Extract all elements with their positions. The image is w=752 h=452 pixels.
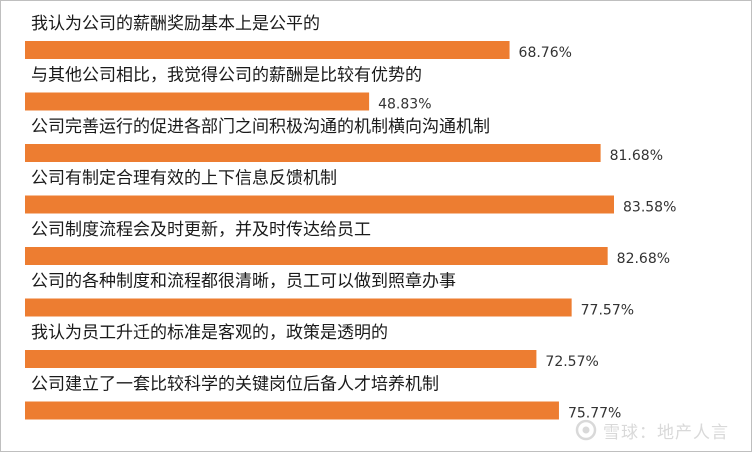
bar: [25, 144, 601, 162]
data-label: 48.83%: [378, 97, 431, 113]
category-label: 公司的各种制度和流程都很清晰，员工可以做到照章办事: [31, 272, 456, 292]
bar: [25, 92, 370, 111]
category-label: 公司有制定合理有效的上下信息反馈机制: [31, 169, 337, 189]
category-label: 公司完善运行的促进各部门之间积极沟通的机制横向沟通机制: [31, 117, 490, 137]
bar: [25, 247, 608, 265]
bar: [25, 298, 572, 317]
bar: [25, 195, 614, 214]
data-label: 77.57%: [581, 303, 634, 319]
category-label: 与其他公司相比，我觉得公司的薪酬是比较有优势的: [31, 66, 422, 86]
category-label: 公司制度流程会及时更新，并及时传达给员工: [31, 220, 371, 240]
snowball-logo-icon: [575, 419, 597, 441]
category-label: 我认为公司的薪酬奖励基本上是公平的: [31, 14, 320, 34]
bar: [25, 401, 559, 420]
category-label: 公司建立了一套比较科学的关键岗位后备人才培养机制: [31, 375, 439, 395]
bar: [25, 350, 537, 368]
data-label: 81.68%: [610, 148, 663, 164]
watermark-text: 雪球：地产人言: [603, 422, 729, 443]
data-label: 83.58%: [623, 200, 676, 216]
data-label: 68.76%: [519, 45, 572, 61]
bar: [25, 41, 510, 59]
data-label: 72.57%: [545, 354, 598, 370]
data-label: 75.77%: [568, 406, 621, 422]
data-label: 82.68%: [617, 251, 670, 267]
category-label: 我认为员工升迁的标准是客观的，政策是透明的: [31, 323, 388, 343]
watermark: 雪球：地产人言: [575, 417, 729, 443]
